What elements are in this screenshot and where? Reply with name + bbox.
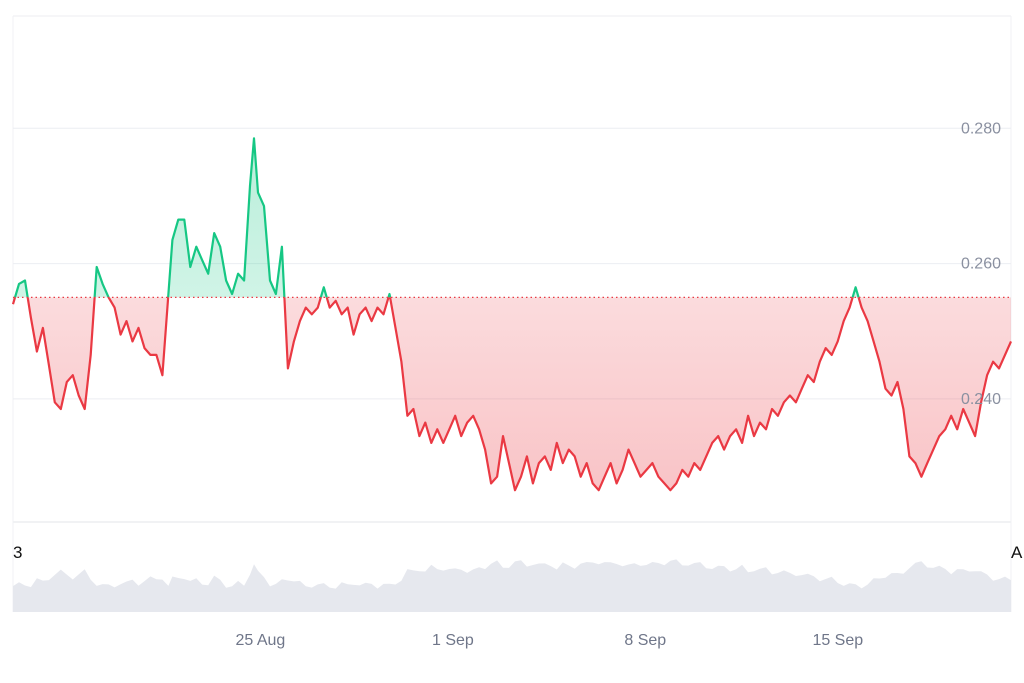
x-axis-ticks: 25 Aug 1 Sep 8 Sep 15 Sep bbox=[235, 632, 863, 649]
price-area bbox=[13, 138, 1011, 491]
y-tick-label: 0.240 bbox=[961, 391, 1001, 408]
line-above-baseline bbox=[13, 137, 860, 298]
price-line bbox=[11, 137, 1013, 492]
left-edge-label: 3 bbox=[13, 543, 22, 562]
y-axis-ticks: 0.240 0.260 0.280 bbox=[961, 120, 1001, 408]
volume-silhouette bbox=[13, 559, 1011, 612]
x-tick-label: 1 Sep bbox=[432, 632, 474, 649]
line-below-baseline bbox=[11, 297, 1013, 492]
right-edge-label: A bbox=[1011, 543, 1023, 562]
x-tick-label: 8 Sep bbox=[624, 632, 666, 649]
area-above-baseline bbox=[13, 138, 1011, 298]
x-tick-label: 25 Aug bbox=[235, 632, 285, 649]
volume-area bbox=[13, 559, 1011, 612]
y-tick-label: 0.280 bbox=[961, 120, 1001, 137]
x-tick-label: 15 Sep bbox=[812, 632, 863, 649]
y-tick-label: 0.260 bbox=[961, 256, 1001, 273]
area-below-baseline bbox=[13, 297, 1011, 491]
plot-frame bbox=[12, 15, 1012, 612]
